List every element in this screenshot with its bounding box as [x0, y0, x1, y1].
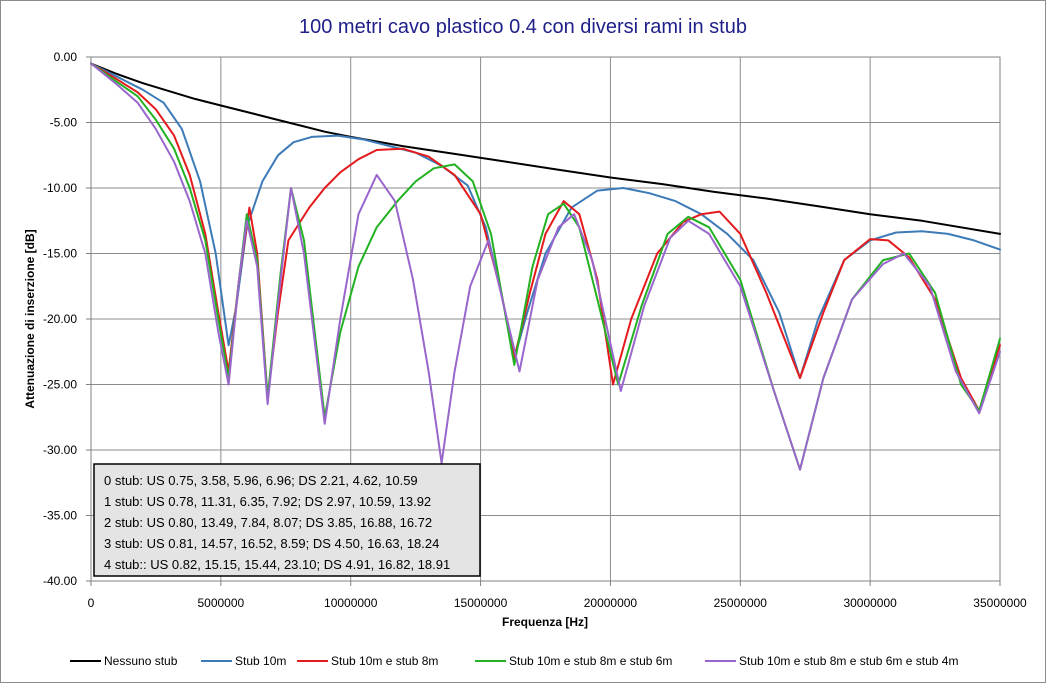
- x-tick-label: 15000000: [454, 596, 508, 610]
- y-tick-label: -15.00: [43, 247, 77, 261]
- x-axis-title: Frequenza [Hz]: [502, 615, 588, 629]
- x-tick-label: 10000000: [324, 596, 378, 610]
- y-tick-label: -40.00: [43, 574, 77, 588]
- series-line-1: [90, 62, 1001, 235]
- y-tick-label: -5.00: [50, 116, 78, 130]
- legend-label: Stub 10m: [235, 654, 286, 668]
- annotation-line: 3 stub: US 0.81, 14.57, 16.52, 8.59; DS …: [104, 536, 439, 551]
- x-tick-label: 5000000: [197, 596, 244, 610]
- x-tick-label: 35000000: [973, 596, 1027, 610]
- legend-label: Stub 10m e stub 8m: [331, 654, 438, 668]
- x-tick-label: 30000000: [843, 596, 897, 610]
- legend-label: Stub 10m e stub 8m e stub 6m: [509, 654, 672, 668]
- series-line-4: [90, 62, 1001, 471]
- series-line-5: [90, 62, 1001, 471]
- legend: Nessuno stub Stub 10m Stub 10m e stub 8m St…: [70, 654, 958, 668]
- chart-title: 100 metri cavo plastico 0.4 con diversi …: [299, 16, 747, 38]
- x-tick-label: 20000000: [584, 596, 638, 610]
- y-tick-label: -20.00: [43, 312, 77, 326]
- x-tick-label: 0: [88, 596, 95, 610]
- annotation-line: 4 stub:: US 0.82, 15.15, 15.44, 23.10; D…: [104, 557, 450, 572]
- y-tick-label: 0.00: [54, 50, 78, 64]
- series-line-3: [90, 62, 1001, 412]
- legend-label: Stub 10m e stub 8m e stub 6m e stub 4m: [739, 654, 958, 668]
- annotation-box: 0 stub: US 0.75, 3.58, 5.96, 6.96; DS 2.…: [93, 463, 481, 577]
- x-tick-label: 25000000: [714, 596, 768, 610]
- annotation-line: 1 stub: US 0.78, 11.31, 6.35, 7.92; DS 2…: [104, 494, 431, 509]
- legend-label: Nessuno stub: [104, 654, 178, 668]
- y-axis-ticks: 0.00 -5.00 -10.00 -15.00 -20.00 -25.00 -30.00 -…: [43, 50, 91, 588]
- y-tick-label: -10.00: [43, 181, 77, 195]
- annotation-line: 0 stub: US 0.75, 3.58, 5.96, 6.96; DS 2.…: [104, 473, 418, 488]
- series-lines: [90, 62, 1001, 471]
- y-axis-title: Attenuazione di inserzione [dB]: [23, 229, 37, 408]
- y-tick-label: -35.00: [43, 509, 77, 523]
- y-tick-label: -30.00: [43, 443, 77, 457]
- y-tick-label: -25.00: [43, 378, 77, 392]
- annotation-line: 2 stub: US 0.80, 13.49, 7.84, 8.07; DS 3…: [104, 515, 432, 530]
- x-axis-ticks: 0 5000000 10000000 15000000 20000000 25000000…: [88, 581, 1027, 610]
